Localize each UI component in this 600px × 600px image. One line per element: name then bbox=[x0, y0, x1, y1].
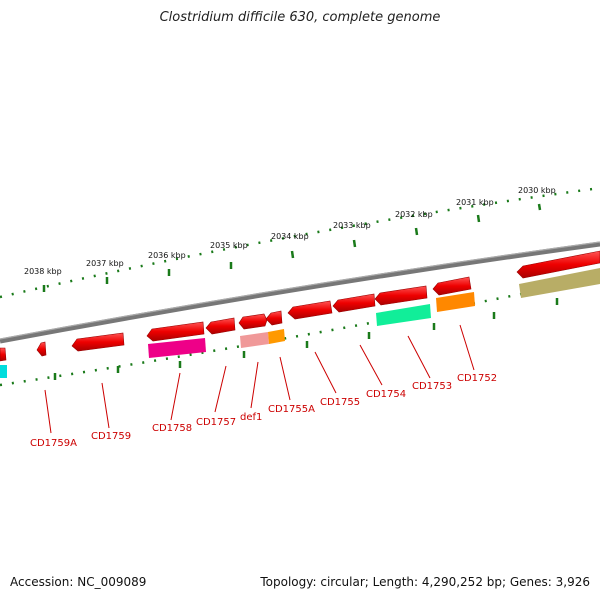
feature-box bbox=[240, 332, 269, 348]
gene-arrow bbox=[36, 341, 47, 357]
gene-arrow bbox=[374, 285, 428, 306]
accession-text: Accession: NC_009089 bbox=[10, 575, 147, 589]
gene-arrow bbox=[516, 250, 600, 279]
feature-box bbox=[376, 304, 431, 326]
inner-major-ticks bbox=[53, 298, 559, 380]
gene-leader-lines bbox=[44, 324, 475, 434]
genome-backbone-highlight bbox=[0, 241, 600, 340]
gene-labels: CD1752 CD1753 CD1754 CD1755 CD1755A def1… bbox=[30, 373, 497, 449]
gene-arrow bbox=[71, 332, 125, 352]
gene-label: CD1754 bbox=[366, 389, 406, 400]
outer-scale-arc bbox=[0, 186, 600, 299]
feature-box bbox=[0, 365, 7, 378]
gene-label: CD1759 bbox=[91, 431, 131, 442]
scale-labels: 2030 kbp 2031 kbp 2032 kbp 2033 kbp 2034… bbox=[24, 186, 556, 276]
map-title: Clostridium difficile 630, complete geno… bbox=[159, 10, 441, 25]
feature-box bbox=[519, 268, 600, 298]
gene-arrow bbox=[146, 321, 205, 342]
gene-arrow bbox=[205, 317, 236, 335]
gene-label: CD1752 bbox=[457, 373, 497, 384]
gene-label: CD1759A bbox=[30, 438, 77, 449]
gene-label: CD1757 bbox=[196, 417, 236, 428]
feature-box bbox=[268, 329, 285, 344]
scale-label: 2033 kbp bbox=[333, 221, 371, 230]
scale-label: 2034 kbp bbox=[271, 232, 309, 241]
scale-label: 2038 kbp bbox=[24, 267, 62, 276]
feature-boxes bbox=[0, 268, 600, 378]
gene-arrow bbox=[265, 310, 283, 326]
genome-backbone bbox=[0, 241, 600, 344]
gene-arrow bbox=[332, 293, 376, 313]
scale-label: 2035 kbp bbox=[210, 241, 248, 250]
scale-label: 2036 kbp bbox=[148, 251, 186, 260]
gene-label: CD1755 bbox=[320, 397, 360, 408]
gene-label: CD1753 bbox=[412, 381, 452, 392]
gene-label: CD1758 bbox=[152, 423, 192, 434]
gene-arrow bbox=[287, 300, 333, 320]
gene-label: def1 bbox=[240, 412, 262, 423]
forward-genes bbox=[0, 250, 600, 362]
feature-box bbox=[148, 338, 206, 358]
gene-arrow bbox=[238, 313, 268, 330]
scale-label: 2037 kbp bbox=[86, 259, 124, 268]
gene-arrow bbox=[0, 347, 7, 362]
genome-summary-text: Topology: circular; Length: 4,290,252 bp… bbox=[260, 575, 590, 589]
scale-label: 2030 kbp bbox=[518, 186, 556, 195]
scale-label: 2032 kbp bbox=[395, 210, 433, 219]
gene-label: CD1755A bbox=[268, 404, 315, 415]
inner-scale-arc bbox=[0, 276, 600, 387]
gene-arrow bbox=[432, 276, 472, 296]
scale-label: 2031 kbp bbox=[456, 198, 494, 207]
feature-box bbox=[436, 292, 475, 312]
outer-major-ticks bbox=[42, 203, 542, 292]
